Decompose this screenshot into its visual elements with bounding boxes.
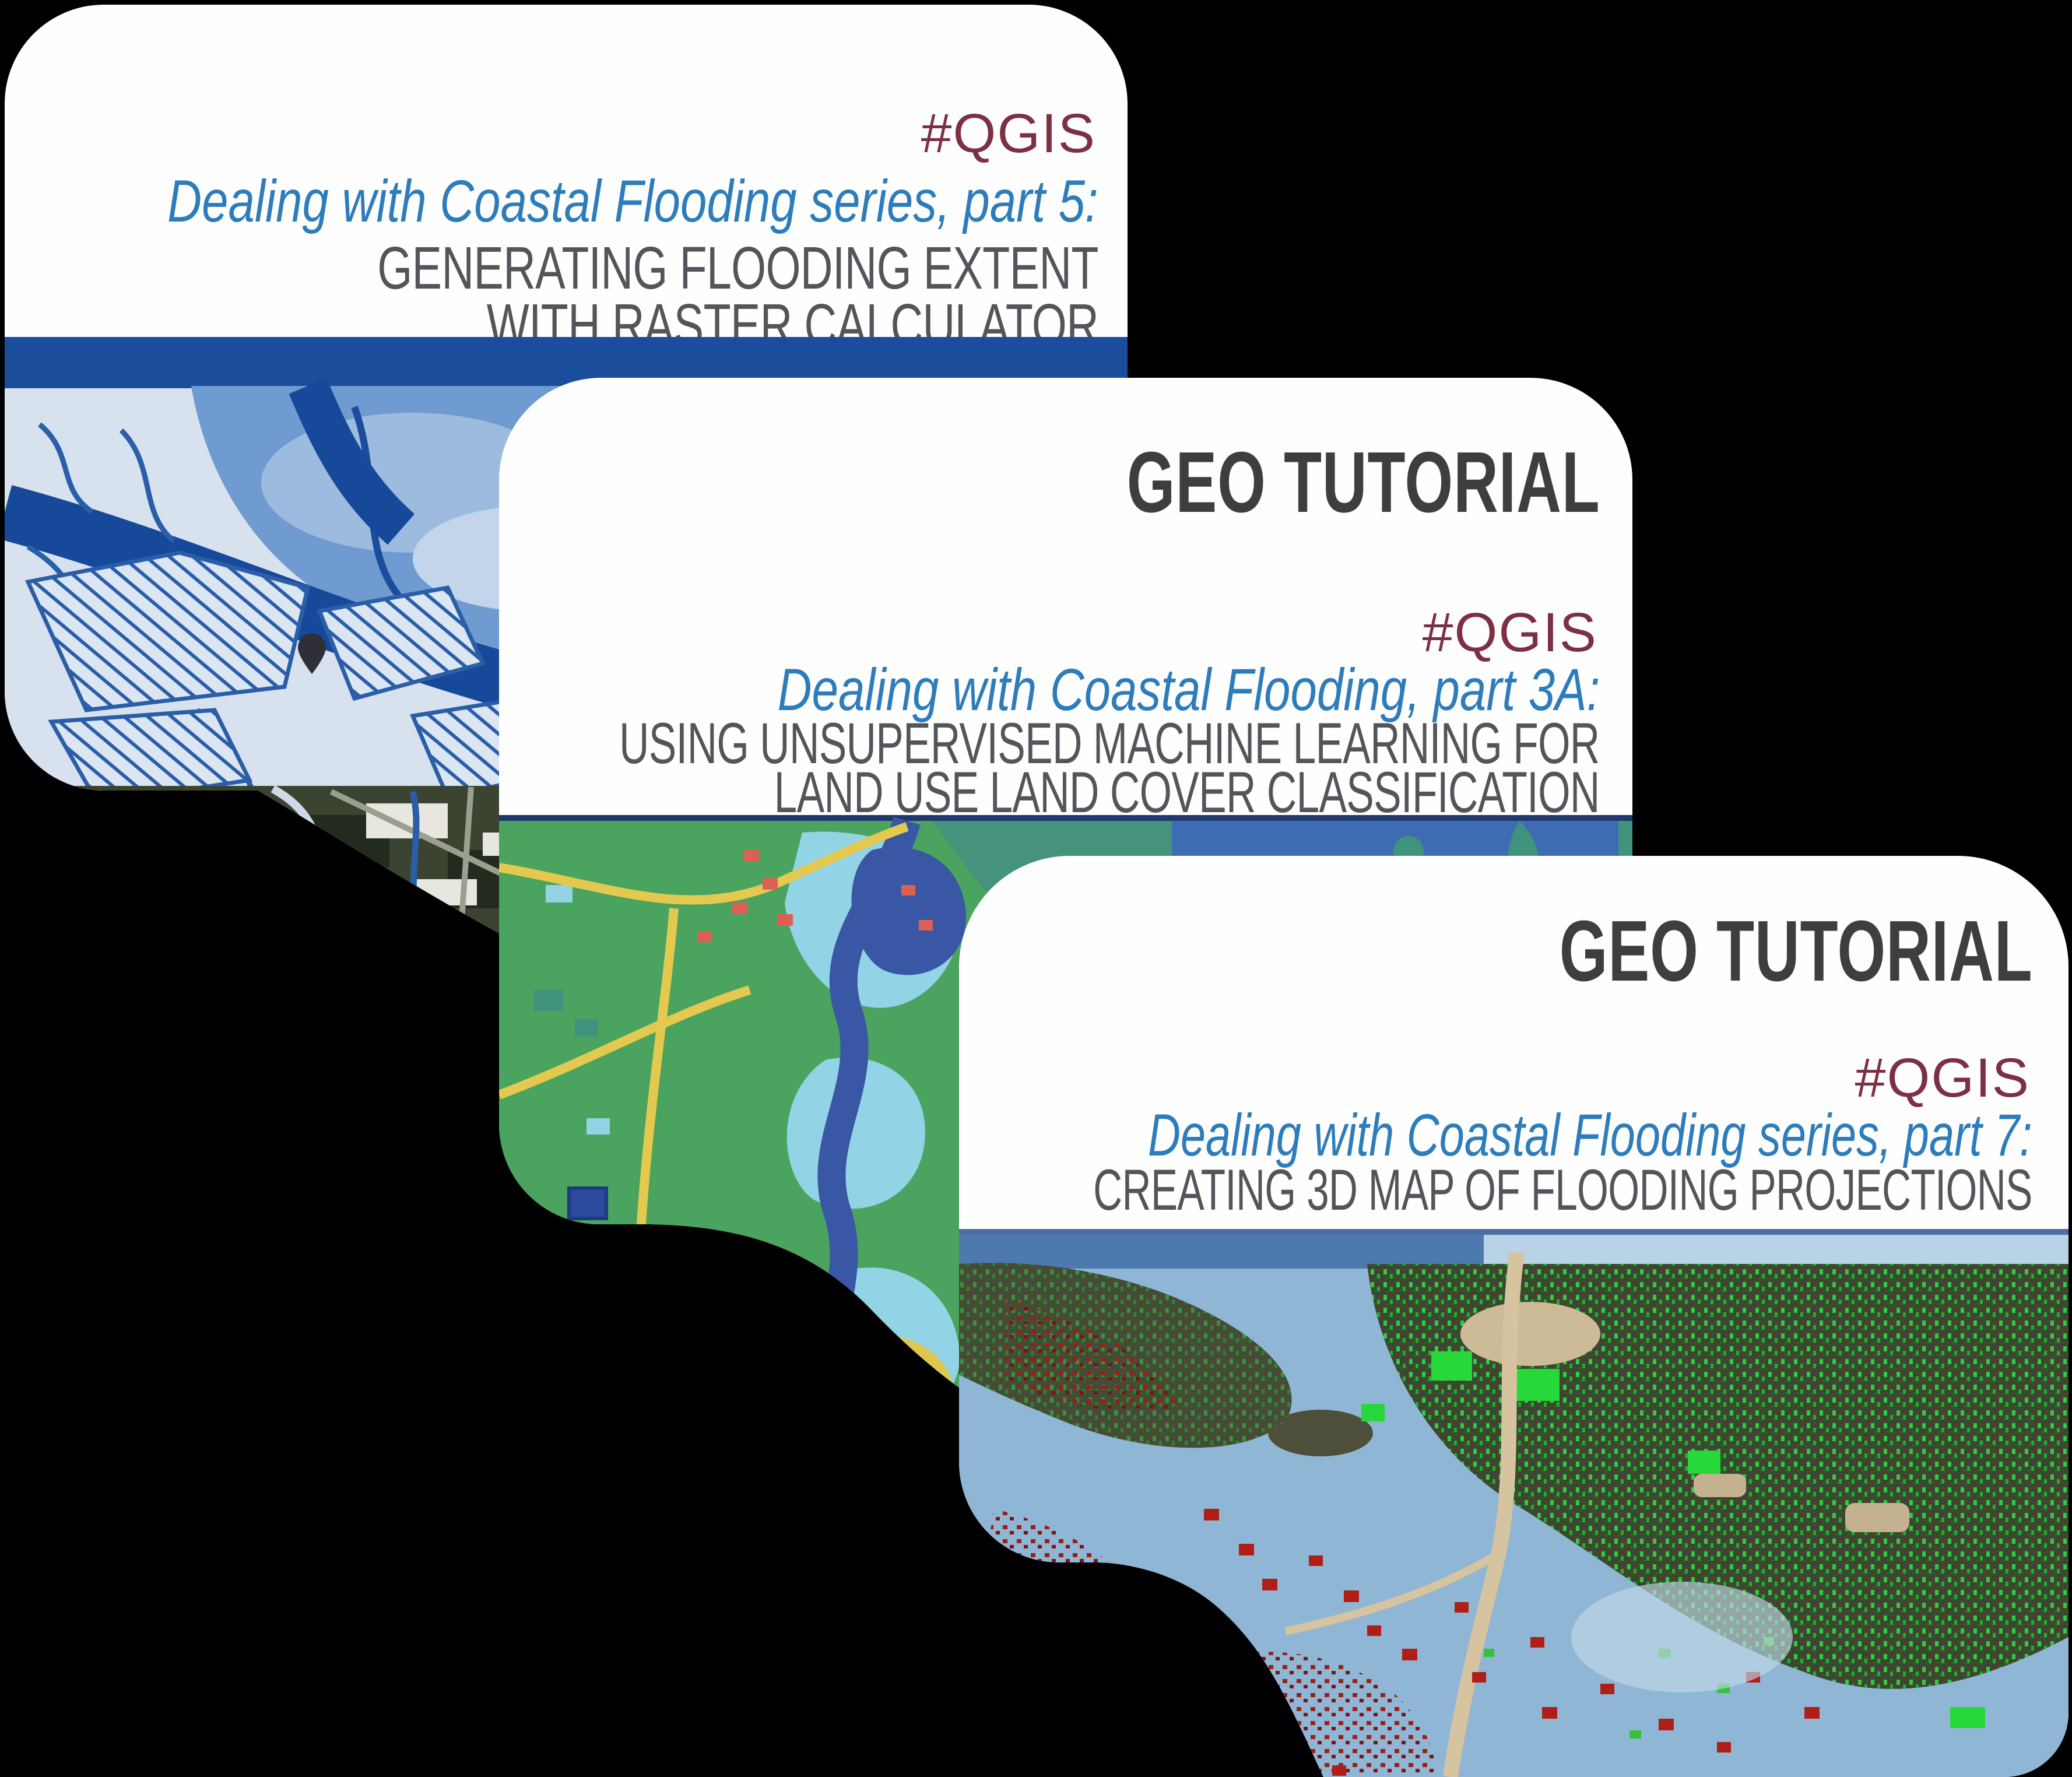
card-title-line: LAND USE LAND COVER CLASSIFICATION: [774, 760, 1600, 824]
geo-tutorial-logo: GEO TUTORIAL: [1126, 434, 1600, 531]
hatched-parcels: [28, 553, 593, 803]
card-title-line: USING UNSUPERVISED MACHINE LEARNING FOR: [619, 711, 1600, 775]
map-pin-icon: [298, 633, 326, 674]
geo-tutorial-logo: GEO TUTORIAL: [1559, 903, 2032, 999]
card-title-line: CREATING 3D MAP OF FLOODING PROJECTIONS: [1093, 1157, 2032, 1222]
card-title-line: GENERATING FLOODING EXTENT: [377, 234, 1098, 301]
series-label: Dealing with Coastal Flooding series, pa…: [167, 168, 1098, 234]
hashtag-label: #QGIS: [1855, 1047, 2030, 1109]
hashtag-label: #QGIS: [921, 103, 1096, 164]
sand-road: [1451, 1252, 1517, 1777]
series-label: Dealing with Coastal Flooding, part 3A:: [777, 656, 1600, 723]
red-3d-buildings: [1006, 1299, 1181, 1412]
hashtag-label: #QGIS: [1422, 602, 1597, 663]
tutorial-card-3d-projections[interactable]: GEO TUTORIAL #QGIS Dealing with Coastal …: [959, 856, 2069, 1777]
green-3d-buildings: [1361, 1351, 1985, 1728]
3d-flooding-projection-map: [959, 1229, 2069, 1777]
series-label: Dealing with Coastal Flooding series, pa…: [1148, 1102, 2032, 1168]
